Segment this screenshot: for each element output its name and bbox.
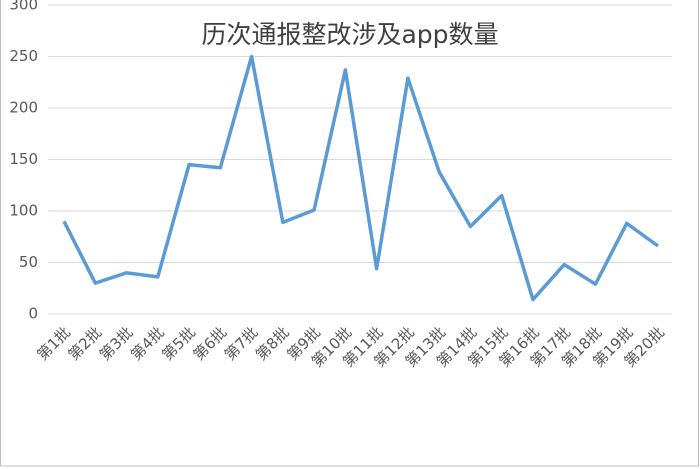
y-tick-label: 0 (28, 305, 38, 323)
x-tick-label: 第7批 (221, 323, 262, 364)
x-tick-label: 第2批 (65, 323, 106, 364)
y-tick-label: 200 (9, 99, 38, 117)
y-tick-label: 100 (9, 202, 38, 220)
y-tick-label: 250 (9, 47, 38, 65)
x-tick-label: 第5批 (158, 323, 199, 364)
chart-title: 历次通报整改涉及app数量 (201, 20, 498, 49)
y-tick-label: 150 (9, 150, 38, 168)
x-tick-label: 第1批 (33, 323, 74, 364)
x-tick-label: 第8批 (252, 323, 293, 364)
x-tick-label: 第4批 (127, 323, 168, 364)
x-tick-label: 第6批 (190, 323, 231, 364)
x-tick-label: 第3批 (96, 323, 137, 364)
y-tick-label: 300 (9, 0, 38, 14)
y-tick-label: 50 (19, 253, 38, 271)
data-line (62, 54, 660, 302)
